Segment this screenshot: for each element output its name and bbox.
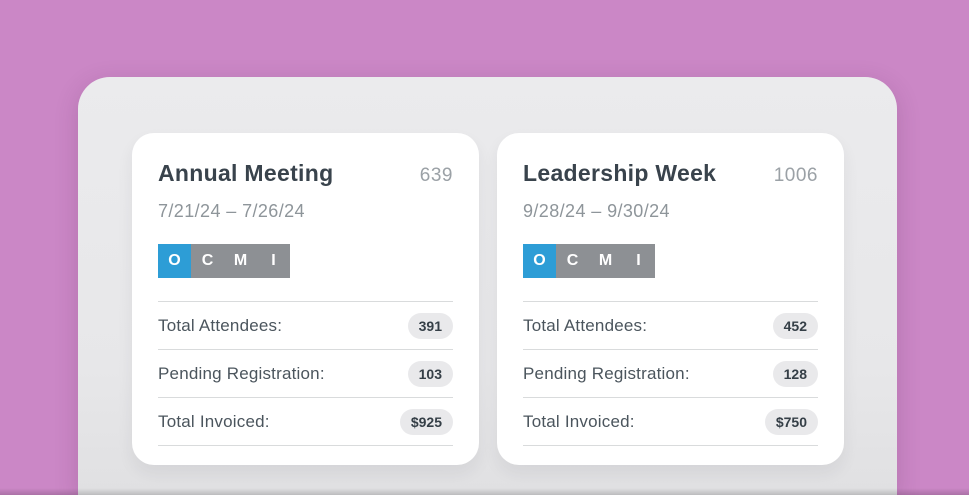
- stat-value-badge: $925: [399, 408, 453, 435]
- event-card-leadership-week[interactable]: Leadership Week 1006 9/28/24 – 9/30/24 O…: [497, 133, 844, 465]
- badge-letter-o: O: [523, 244, 556, 278]
- stat-row-pending-registration: Pending Registration: 128: [523, 349, 818, 397]
- stat-value-badge: $750: [764, 408, 818, 435]
- stat-row-total-attendees: Total Attendees: 391: [158, 301, 453, 349]
- badge-letter-o: O: [158, 244, 191, 278]
- ocmi-badge: O C M I: [523, 244, 655, 278]
- stat-rows: Total Attendees: 391 Pending Registratio…: [158, 301, 453, 446]
- app-panel: Annual Meeting 639 7/21/24 – 7/26/24 O C…: [78, 77, 897, 495]
- stat-label: Total Invoiced:: [158, 411, 270, 431]
- event-card-annual-meeting[interactable]: Annual Meeting 639 7/21/24 – 7/26/24 O C…: [132, 133, 479, 465]
- stat-label: Pending Registration:: [158, 363, 325, 383]
- card-count: 639: [419, 165, 453, 186]
- stat-label: Total Attendees:: [158, 315, 283, 335]
- badge-letter-m: M: [589, 244, 622, 278]
- badge-letter-m: M: [224, 244, 257, 278]
- stat-label: Pending Registration:: [523, 363, 690, 383]
- ocmi-badge: O C M I: [158, 244, 290, 278]
- stat-row-pending-registration: Pending Registration: 103: [158, 349, 453, 397]
- stat-row-total-attendees: Total Attendees: 452: [523, 301, 818, 349]
- card-title: Annual Meeting: [158, 160, 334, 186]
- stat-row-total-invoiced: Total Invoiced: $925: [158, 397, 453, 446]
- stat-label: Total Attendees:: [523, 315, 648, 335]
- card-count: 1006: [773, 165, 818, 186]
- badge-letter-i: I: [257, 244, 290, 278]
- card-header: Annual Meeting 639: [158, 160, 453, 187]
- stat-value-badge: 103: [407, 360, 453, 387]
- stat-rows: Total Attendees: 452 Pending Registratio…: [523, 301, 818, 446]
- badge-letter-c: C: [556, 244, 589, 278]
- card-date-range: 7/21/24 – 7/26/24: [158, 201, 305, 221]
- card-header: Leadership Week 1006: [523, 160, 818, 187]
- badge-letter-c: C: [191, 244, 224, 278]
- card-date-range: 9/28/24 – 9/30/24: [523, 201, 670, 221]
- stat-row-total-invoiced: Total Invoiced: $750: [523, 397, 818, 446]
- stat-value-badge: 391: [407, 312, 453, 339]
- card-title: Leadership Week: [523, 160, 717, 186]
- stat-value-badge: 452: [772, 312, 818, 339]
- stat-value-badge: 128: [772, 360, 818, 387]
- stat-label: Total Invoiced:: [523, 411, 635, 431]
- badge-letter-i: I: [622, 244, 655, 278]
